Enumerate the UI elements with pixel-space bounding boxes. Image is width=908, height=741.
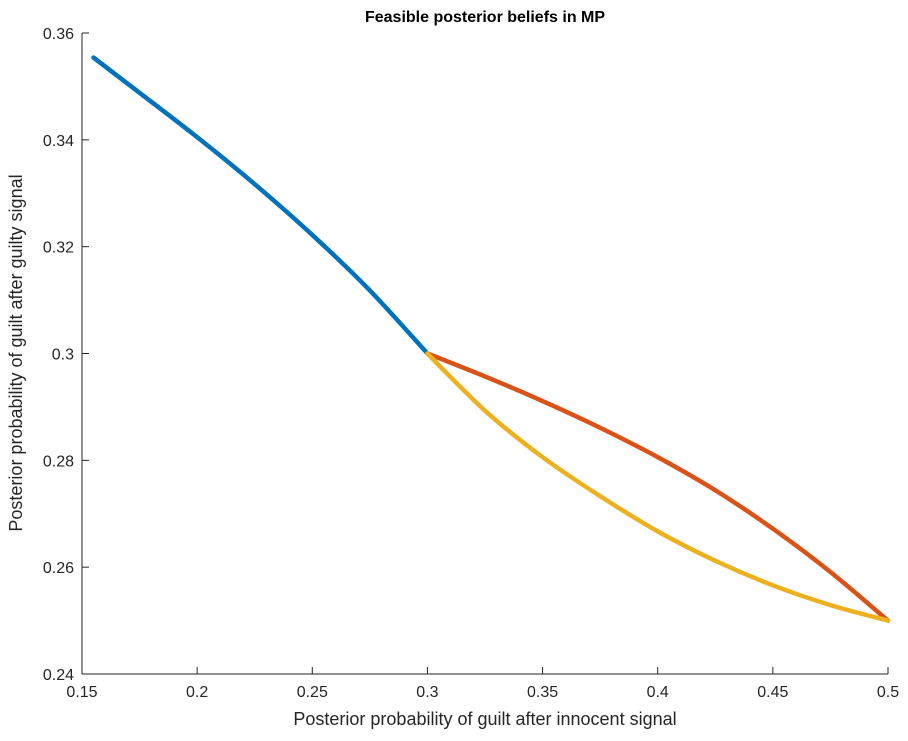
y-tick-label: 0.3 [52, 347, 74, 364]
series-group [91, 55, 891, 623]
x-tick-label: 0.45 [757, 684, 788, 701]
y-ticks: 0.24 0.26 0.28 0.3 0.32 0.34 0.36 [43, 26, 89, 684]
axes [81, 33, 888, 675]
y-tick-label: 0.28 [43, 453, 74, 470]
x-ticks: 0.15 0.2 0.25 0.3 0.35 0.4 0.45 0.5 [66, 667, 899, 701]
y-tick-label: 0.24 [43, 667, 74, 684]
x-tick-label: 0.4 [647, 684, 669, 701]
x-tick-label: 0.3 [416, 684, 438, 701]
y-axis-label: Posterior probability of guilt after gui… [6, 174, 26, 531]
series-line-1 [91, 55, 430, 356]
x-axis-label: Posterior probability of guilt after inn… [293, 709, 676, 729]
y-tick-label: 0.32 [43, 240, 74, 257]
x-tick-label: 0.2 [186, 684, 208, 701]
y-tick-label: 0.26 [43, 560, 74, 577]
chart-title: Feasible posterior beliefs in MP [365, 9, 605, 26]
series-line-3 [425, 351, 891, 623]
x-tick-label: 0.35 [527, 684, 558, 701]
y-tick-label: 0.34 [43, 133, 74, 150]
x-tick-label: 0.15 [66, 684, 97, 701]
x-tick-label: 0.25 [297, 684, 328, 701]
x-tick-label: 0.5 [877, 684, 899, 701]
y-tick-label: 0.36 [43, 26, 74, 43]
series-line-2 [425, 351, 891, 623]
